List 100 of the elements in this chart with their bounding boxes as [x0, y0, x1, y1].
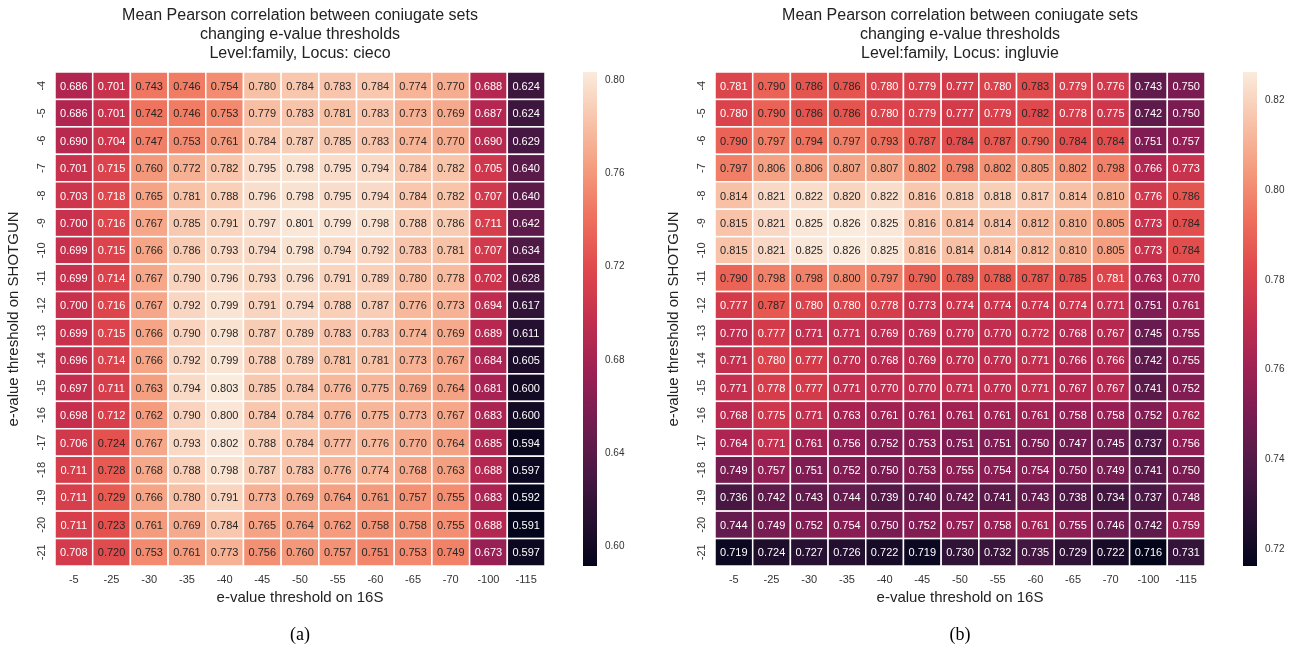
data-label: 0.777 — [720, 299, 748, 312]
data-label: 0.814 — [946, 216, 974, 229]
color-bar-label: 0.68 — [605, 353, 625, 365]
data-label: 0.716 — [97, 299, 126, 312]
data-label: 0.794 — [248, 244, 277, 257]
data-label: 0.798 — [286, 162, 314, 175]
data-label: 0.776 — [399, 299, 427, 312]
data-label: 0.797 — [720, 162, 748, 175]
x-tick-label: -60 — [1027, 573, 1044, 585]
data-label: 0.720 — [97, 546, 126, 559]
data-label: 0.744 — [833, 491, 861, 504]
data-label: 0.787 — [248, 463, 277, 476]
data-label: 0.727 — [795, 546, 823, 559]
data-label: 0.751 — [1134, 299, 1163, 312]
data-label: 0.798 — [210, 463, 239, 476]
data-label: 0.605 — [512, 354, 540, 367]
data-label: 0.761 — [1021, 409, 1050, 422]
data-label: 0.784 — [1172, 216, 1200, 229]
data-label: 0.728 — [97, 463, 126, 476]
x-tick-label: -65 — [1065, 573, 1082, 585]
data-label: 0.592 — [512, 491, 540, 504]
data-label: 0.787 — [757, 299, 786, 312]
x-tick-label: -115 — [515, 573, 537, 585]
data-label: 0.752 — [1134, 409, 1163, 422]
data-label: 0.773 — [399, 107, 427, 120]
data-label: 0.777 — [757, 326, 786, 339]
data-label: 0.805 — [1097, 216, 1125, 229]
data-label: 0.749 — [720, 463, 748, 476]
data-label: 0.714 — [97, 271, 126, 284]
data-label: 0.743 — [1134, 79, 1163, 92]
y-tick-label: -8 — [35, 190, 47, 201]
data-label: 0.806 — [757, 162, 786, 175]
data-label: 0.776 — [323, 463, 352, 476]
data-label: 0.794 — [361, 189, 390, 202]
data-label: 0.673 — [474, 546, 503, 559]
data-label: 0.821 — [757, 244, 786, 257]
data-label: 0.746 — [1097, 518, 1125, 531]
color-bar-label: 0.78 — [1265, 273, 1285, 285]
data-label: 0.789 — [361, 271, 390, 284]
y-tick-label: -21 — [35, 544, 47, 561]
data-label: 0.793 — [248, 271, 277, 284]
data-label: 0.810 — [1097, 189, 1125, 202]
data-label: 0.742 — [1134, 107, 1163, 120]
data-label: 0.753 — [908, 436, 937, 449]
data-label: 0.771 — [833, 381, 861, 394]
data-label: 0.803 — [210, 381, 239, 394]
data-label: 0.782 — [437, 189, 465, 202]
data-label: 0.812 — [1021, 244, 1050, 257]
data-label: 0.769 — [908, 354, 937, 367]
data-label: 0.790 — [720, 271, 748, 284]
data-label: 0.766 — [1134, 162, 1163, 175]
y-tick-label: -17 — [35, 434, 47, 451]
color-bar-label: 0.72 — [1265, 543, 1285, 555]
y-tick-label: -4 — [35, 80, 47, 91]
data-label: 0.781 — [323, 354, 352, 367]
data-label: 0.796 — [210, 271, 239, 284]
data-label: 0.798 — [286, 189, 314, 202]
data-label: 0.756 — [248, 546, 277, 559]
data-label: 0.786 — [795, 107, 823, 120]
data-label: 0.773 — [399, 409, 427, 422]
data-label: 0.729 — [1059, 546, 1087, 559]
data-label: 0.814 — [1059, 189, 1087, 202]
data-label: 0.769 — [399, 381, 427, 394]
data-label: 0.768 — [135, 463, 163, 476]
data-label: 0.771 — [1021, 354, 1050, 367]
data-label: 0.802 — [1059, 162, 1087, 175]
data-label: 0.690 — [474, 134, 503, 147]
data-label: 0.767 — [437, 409, 465, 422]
data-label: 0.799 — [323, 216, 352, 229]
y-tick-label: -19 — [695, 489, 707, 506]
data-label: 0.743 — [1021, 491, 1050, 504]
data-label: 0.688 — [474, 518, 503, 531]
data-label: 0.723 — [97, 518, 126, 531]
data-label: 0.750 — [870, 463, 899, 476]
data-label: 0.770 — [833, 354, 861, 367]
data-label: 0.792 — [173, 299, 201, 312]
data-label: 0.696 — [60, 354, 88, 367]
data-label: 0.800 — [833, 271, 861, 284]
y-tick-label: -14 — [695, 352, 707, 369]
data-label: 0.751 — [795, 463, 823, 476]
data-label: 0.753 — [908, 463, 937, 476]
data-label: 0.814 — [983, 244, 1012, 257]
data-label: 0.774 — [1021, 299, 1050, 312]
data-label: 0.722 — [870, 546, 899, 559]
data-label: 0.787 — [1021, 271, 1050, 284]
data-label: 0.774 — [361, 463, 390, 476]
y-tick-label: -5 — [35, 108, 47, 119]
data-label: 0.798 — [210, 326, 239, 339]
color-bar-label: 0.60 — [605, 540, 625, 552]
y-tick-label: -6 — [35, 135, 47, 146]
x-tick-label: -45 — [254, 573, 271, 585]
data-label: 0.754 — [210, 79, 239, 92]
data-label: 0.686 — [60, 79, 88, 92]
data-label: 0.786 — [833, 107, 861, 120]
data-label: 0.753 — [173, 134, 201, 147]
data-label: 0.761 — [210, 134, 239, 147]
data-label: 0.617 — [512, 299, 540, 312]
color-bar-label: 0.76 — [605, 167, 625, 179]
data-label: 0.779 — [983, 107, 1012, 120]
data-label: 0.752 — [1172, 381, 1200, 394]
